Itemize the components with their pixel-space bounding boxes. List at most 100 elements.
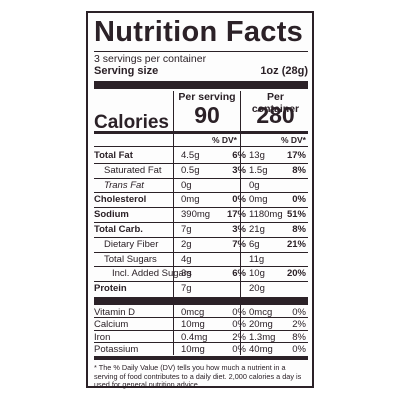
container-amount: 20mg — [249, 319, 273, 331]
nutrient-name: Cholesterol — [94, 194, 147, 206]
footnote-divider — [94, 356, 308, 360]
nutrient-name: Protein — [94, 283, 127, 295]
column-divider-right — [240, 91, 241, 355]
container-amount: 6g — [249, 238, 260, 250]
servings-per-container: 3 servings per container — [94, 53, 207, 65]
nutrient-row: Sodium 390mg 17% 1180mg 51% — [94, 208, 308, 221]
serving-amount: 0.4mg — [181, 331, 208, 343]
serving-size-row: Serving size 1oz (28g) — [94, 65, 308, 77]
label-title: Nutrition Facts — [94, 16, 304, 48]
per-container-header: Per container — [251, 91, 300, 115]
row-rule — [94, 207, 308, 209]
serving-daily-value: 0% — [232, 344, 246, 356]
serving-amount: 10mg — [181, 344, 205, 356]
container-daily-value: 0% — [292, 307, 306, 318]
nutrient-name: Saturated Fat — [104, 164, 162, 176]
serving-daily-value: 0% — [232, 307, 246, 318]
serving-daily-value: 2% — [232, 331, 246, 343]
row-rule — [94, 329, 308, 331]
container-amount: 1.5g — [249, 164, 268, 176]
nutrient-row: Total Fat 4.5g 6% 13g 17% — [94, 149, 308, 162]
serving-amount: 0mcg — [181, 307, 205, 318]
nutrient-row: Total Sugars 4g 11g — [94, 253, 308, 266]
nutrient-row: Dietary Fiber 2g 7% 6g 21% — [94, 238, 308, 251]
nutrient-name: Total Sugars — [104, 253, 157, 265]
column-divider-left — [173, 91, 174, 355]
serving-amount: 0mg — [181, 194, 200, 206]
calories-label: Calories — [94, 112, 169, 133]
nutrient-row: Trans Fat 0g 0g — [94, 179, 308, 192]
serving-amount: 7g — [181, 283, 192, 295]
calories-per-container: 280 — [256, 102, 295, 128]
nutrient-name: Potassium — [94, 344, 139, 356]
container-amount: 21g — [249, 224, 265, 235]
nutrient-row: Incl. Added Sugars 3g 6% 10g 20% — [94, 267, 308, 280]
container-daily-value: 51% — [286, 209, 306, 221]
container-daily-value: 8% — [292, 164, 306, 176]
container-daily-value: 2% — [292, 319, 306, 331]
serving-daily-value: 3% — [232, 164, 246, 176]
serving-daily-value: 7% — [232, 238, 246, 250]
per-serving-header: Per serving — [178, 91, 236, 103]
serving-daily-value: 3% — [232, 224, 246, 235]
thick-divider-bottom — [94, 297, 308, 305]
container-daily-value: 21% — [286, 238, 306, 250]
nutrient-name: Vitamin D — [94, 307, 136, 318]
nutrient-name: Sodium — [94, 209, 129, 221]
nutrition-facts-label: Nutrition Facts 3 servings per container… — [86, 11, 314, 390]
thick-divider-top — [94, 81, 308, 89]
container-amount: 13g — [249, 150, 265, 161]
serving-amount: 4.5g — [181, 150, 200, 161]
container-amount: 0mcg — [249, 307, 273, 318]
row-rule — [94, 236, 308, 238]
container-amount: 10g — [249, 268, 265, 280]
container-amount: 0mg — [249, 194, 268, 206]
calories-per-serving: 90 — [194, 102, 220, 128]
dv-header-container: % DV* — [280, 135, 306, 145]
nutrient-name: Dietary Fiber — [104, 238, 159, 250]
row-rule — [94, 222, 308, 223]
nutrient-name: Calcium — [94, 319, 129, 331]
container-amount: 0g — [249, 179, 260, 191]
serving-amount: 0.5g — [181, 164, 200, 176]
container-daily-value: 0% — [292, 344, 306, 356]
title-rule — [94, 51, 308, 52]
serving-amount: 10mg — [181, 319, 205, 331]
row-rule — [94, 192, 308, 194]
nutrient-name: Total Fat — [94, 150, 133, 161]
serving-daily-value: 6% — [232, 268, 246, 280]
row-rule — [94, 317, 308, 319]
row-rule — [94, 266, 308, 268]
nutrient-row: Vitamin D 0mcg 0% 0mcg 0% — [94, 306, 308, 319]
serving-daily-value: 6% — [232, 150, 246, 161]
dv-header-serving: % DV* — [211, 135, 237, 145]
serving-amount: 4g — [181, 253, 192, 265]
serving-daily-value: 0% — [232, 319, 246, 331]
nutrient-row: Total Carb. 7g 3% 21g 8% — [94, 223, 308, 236]
container-amount: 20g — [249, 283, 265, 295]
container-amount: 1180mg — [249, 209, 283, 221]
daily-value-footnote: * The % Daily Value (DV) tells you how m… — [94, 363, 302, 390]
container-amount: 11g — [249, 253, 265, 265]
nutrient-row: Cholesterol 0mg 0% 0mg 0% — [94, 193, 308, 206]
serving-amount: 0g — [181, 179, 192, 191]
nutrient-row: Saturated Fat 0.5g 3% 1.5g 8% — [94, 164, 308, 177]
nutrient-row: Calcium 10mg 0% 20mg 2% — [94, 318, 308, 331]
nutrient-row: Potassium 10mg 0% 40mg 0% — [94, 343, 308, 356]
serving-amount: 2g — [181, 238, 192, 250]
nutrient-row: Protein 7g 20g — [94, 282, 308, 295]
nutrient-name: Trans Fat — [104, 179, 144, 191]
row-rule — [94, 251, 308, 253]
serving-daily-value: 17% — [226, 209, 246, 221]
container-daily-value: 20% — [286, 268, 306, 280]
serving-amount: 3g — [181, 268, 192, 280]
container-daily-value: 17% — [286, 150, 306, 161]
nutrient-name: Incl. Added Sugars — [112, 268, 192, 280]
dv-header-rule — [94, 146, 308, 147]
row-rule — [94, 162, 308, 164]
medium-divider — [94, 131, 308, 134]
row-rule — [94, 342, 308, 344]
serving-size-value: 1oz (28g) — [260, 65, 308, 77]
container-amount: 40mg — [249, 344, 273, 356]
serving-amount: 390mg — [181, 209, 211, 221]
